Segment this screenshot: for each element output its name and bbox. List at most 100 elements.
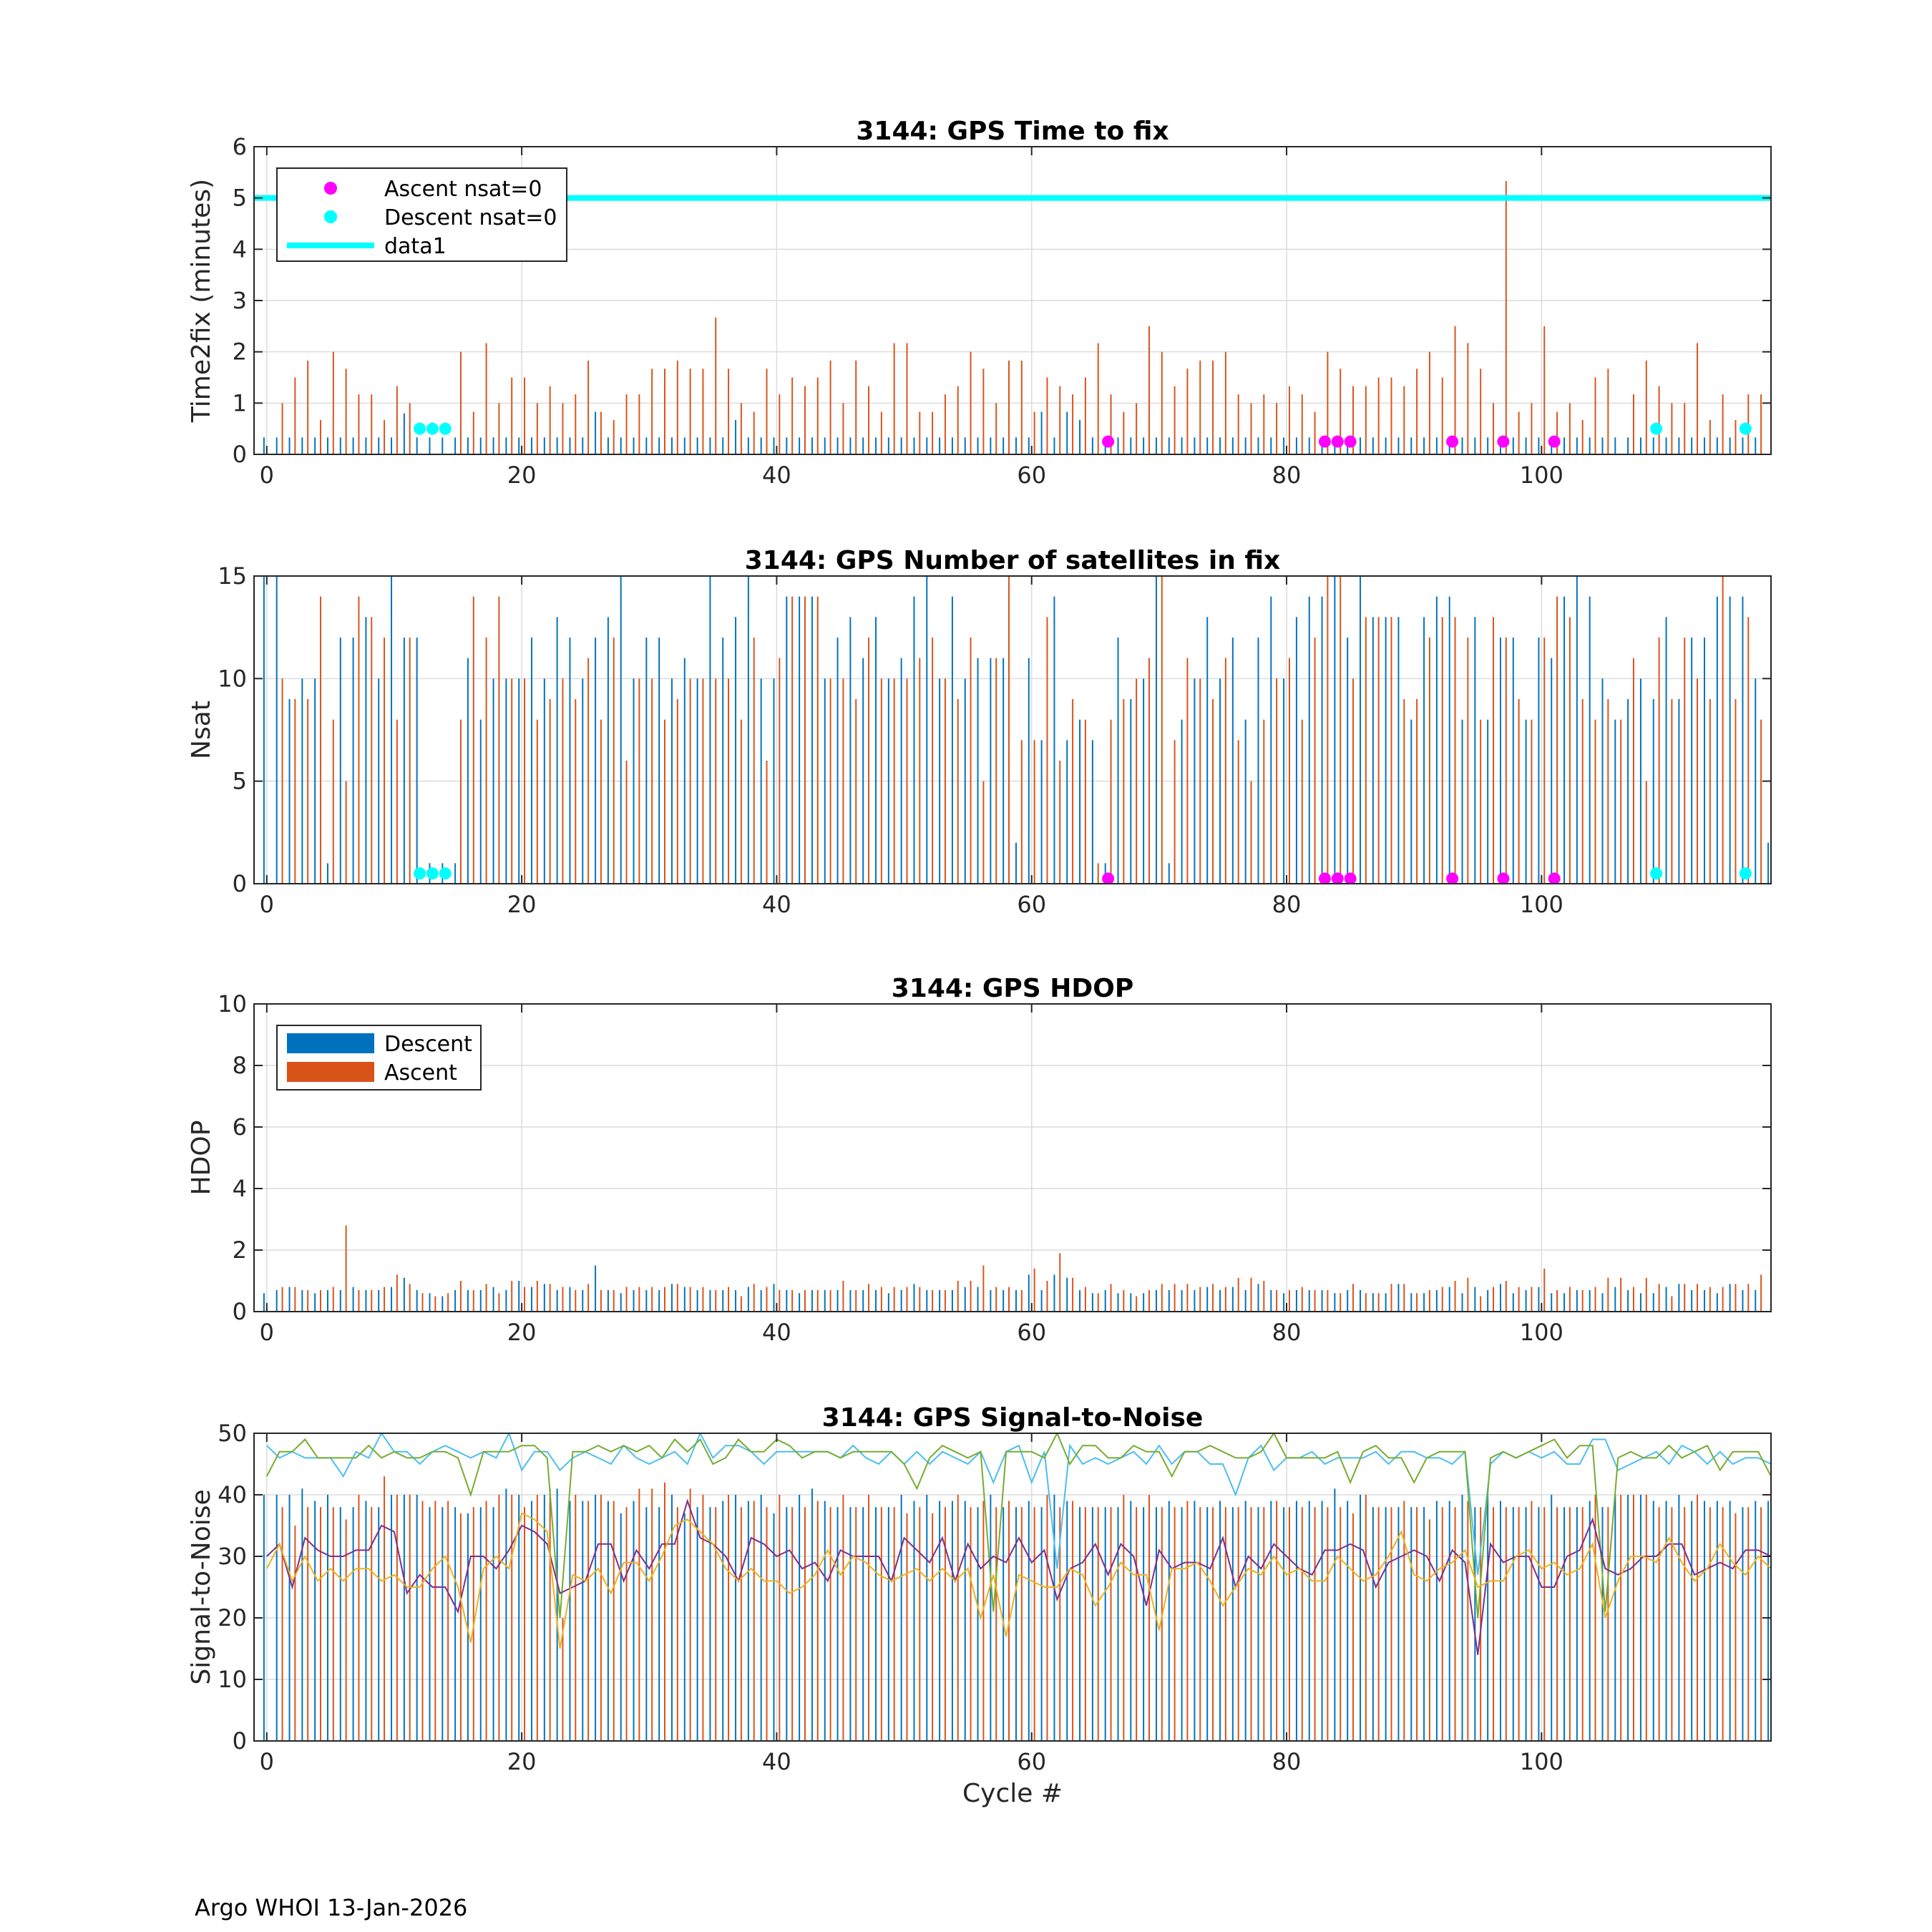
x-tick-label: 100 [1520, 891, 1563, 918]
bar-descent [1627, 437, 1629, 454]
bar-descent [1231, 638, 1234, 884]
bar-descent [1691, 1289, 1693, 1312]
bar-ascent [1697, 1284, 1699, 1312]
bar-ascent [459, 719, 462, 884]
bar-ascent [676, 699, 678, 884]
legend-marker-descent [324, 210, 337, 223]
bar-descent [1755, 437, 1757, 454]
bar-descent [913, 437, 915, 454]
bar-descent [887, 1507, 889, 1741]
bar-ascent [1263, 1507, 1265, 1741]
bar-ascent [1288, 1289, 1290, 1312]
x-tick-label: 0 [260, 891, 274, 918]
bar-ascent [358, 1289, 360, 1312]
x-tick-label: 20 [507, 1748, 537, 1775]
bar-ascent [1212, 1507, 1214, 1741]
bar-ascent [1556, 596, 1558, 884]
bar-ascent [638, 1488, 640, 1741]
bar-descent [1678, 1495, 1680, 1741]
bar-ascent [536, 1281, 538, 1312]
bar-descent [352, 1507, 354, 1741]
bar-ascent [1199, 1287, 1201, 1312]
axes-box [253, 575, 1772, 884]
bar-ascent [281, 678, 283, 884]
bar-ascent [1773, 1507, 1775, 1741]
bar-descent [696, 437, 698, 454]
bar-ascent [995, 658, 997, 884]
marker-point [1548, 872, 1561, 884]
bar-descent [1040, 740, 1043, 884]
legend: Ascent nsat=0 Descent nsat=0 data1 [276, 167, 567, 262]
bar-ascent [791, 1507, 794, 1741]
bar-descent [1551, 1495, 1553, 1741]
bar-ascent [804, 386, 806, 454]
bar-descent [1601, 437, 1604, 454]
bar-ascent [587, 1284, 590, 1312]
bar-descent [391, 1287, 393, 1312]
bar-descent [620, 1293, 622, 1312]
y-tick-label: 0 [233, 441, 247, 468]
bar-descent [683, 1287, 686, 1312]
marker-point [1650, 422, 1663, 435]
series-ascent [281, 181, 1762, 454]
bar-ascent [740, 403, 742, 454]
bar-descent [1704, 1501, 1705, 1741]
bar-descent [1755, 1501, 1757, 1741]
bar-ascent [575, 699, 577, 884]
y-tick-label: 15 [218, 562, 247, 590]
bar-ascent [396, 1274, 398, 1312]
marker-point [426, 422, 439, 435]
bar-descent [1231, 1507, 1234, 1741]
bar-ascent [1110, 1284, 1112, 1312]
bar-ascent [1607, 369, 1609, 454]
bar-ascent [1161, 351, 1163, 454]
bar-descent [1091, 740, 1093, 884]
x-tick-label: 60 [1017, 891, 1046, 918]
bar-ascent [472, 596, 474, 884]
bar-descent [1639, 678, 1641, 884]
bar-ascent [906, 1513, 908, 1741]
bar-descent [645, 1289, 648, 1312]
bar-descent [1155, 576, 1157, 884]
bar-ascent [1632, 658, 1634, 884]
bar-ascent [1365, 617, 1367, 884]
bar-descent [671, 1284, 673, 1312]
bar-ascent [1581, 1289, 1584, 1312]
bar-descent [1385, 1507, 1387, 1741]
bar-descent [1321, 596, 1323, 884]
bar-descent [1283, 437, 1285, 454]
bar-ascent [575, 1495, 577, 1741]
bar-ascent [919, 411, 921, 454]
bar-ascent [1390, 1284, 1392, 1312]
x-tick-label: 100 [1520, 1748, 1563, 1775]
bar-ascent [868, 638, 870, 884]
bar-ascent [1059, 1507, 1061, 1741]
bar-descent [1194, 437, 1196, 454]
bar-ascent [485, 1501, 487, 1741]
bar-ascent [1237, 740, 1239, 884]
bar-descent [1512, 437, 1514, 454]
bar-ascent [689, 1488, 691, 1741]
bar-ascent [689, 678, 691, 884]
bar-descent [1461, 719, 1463, 884]
bar-descent [1181, 437, 1183, 454]
bar-descent [314, 437, 316, 454]
bar-descent [467, 1289, 469, 1312]
bar-descent [582, 1501, 584, 1741]
bar-descent [645, 437, 648, 454]
bar-descent [595, 1495, 597, 1741]
bar-ascent [702, 1495, 704, 1741]
bar-ascent [1136, 1296, 1138, 1312]
bar-ascent [511, 1495, 513, 1741]
marker-point [1318, 435, 1331, 448]
bar-ascent [995, 403, 997, 454]
bar-descent [633, 678, 635, 884]
bar-descent [492, 1507, 494, 1741]
bar-descent [1576, 1289, 1578, 1312]
bar-ascent [1224, 658, 1226, 884]
bar-descent [1704, 437, 1705, 454]
bar-descent [900, 658, 902, 884]
bar-descent [1512, 638, 1514, 884]
bar-ascent [1454, 1507, 1456, 1741]
x-tick-label: 40 [762, 891, 791, 918]
